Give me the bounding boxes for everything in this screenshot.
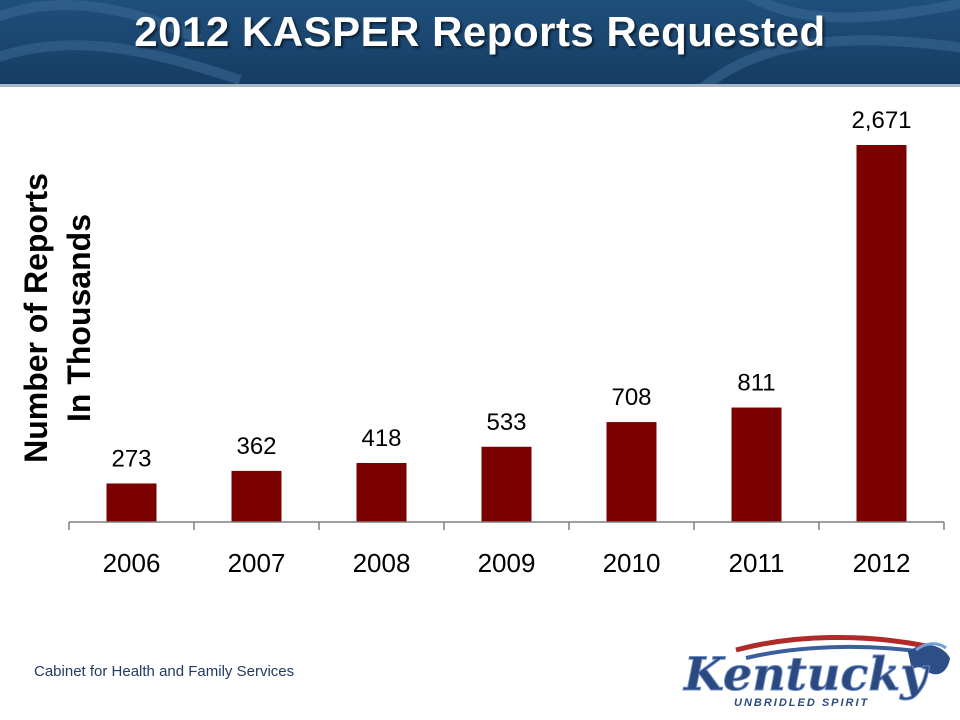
data-label-2009: 533	[486, 409, 526, 436]
logo-tagline: UNBRIDLED SPIRIT	[734, 697, 869, 709]
data-label-2010: 708	[611, 384, 651, 411]
bar-2012	[856, 145, 907, 522]
kentucky-logo: Kentucky UNBRIDLED SPIRIT	[682, 634, 950, 709]
bar-2010	[606, 422, 657, 522]
bar-2006	[106, 483, 157, 522]
bars-group	[106, 145, 907, 522]
x-tick-label-2010: 2010	[603, 548, 661, 578]
x-tick-label-2012: 2012	[853, 548, 911, 578]
x-tick-label-2008: 2008	[353, 548, 411, 578]
bar-2008	[356, 463, 407, 522]
data-label-2007: 362	[236, 433, 276, 460]
y-axis-label-line-1: Number of Reports	[18, 173, 54, 463]
title-banner: 2012 KASPER Reports Requested	[0, 0, 960, 84]
x-axis	[68, 521, 945, 530]
data-label-2006: 273	[111, 445, 151, 472]
x-tick-label-2006: 2006	[103, 548, 161, 578]
y-axis-label-line-2: In Thousands	[61, 214, 97, 422]
data-label-2011: 811	[737, 370, 775, 397]
x-tick-label-2007: 2007	[228, 548, 286, 578]
logo-swoosh-red	[735, 634, 927, 653]
x-tick-label-2009: 2009	[478, 548, 536, 578]
bar-2009	[481, 446, 532, 522]
data-label-2008: 418	[361, 425, 401, 452]
logo-wordmark: Kentucky	[682, 647, 930, 701]
data-labels-group: 273 362 418 533 708 811 2,671	[111, 107, 911, 472]
bar-2011	[731, 407, 782, 522]
header-swirl-decoration	[0, 0, 960, 84]
x-tick-labels-group: 2006 2007 2008 2009 2010 2011 2012	[103, 548, 911, 578]
bar-2007	[231, 470, 282, 522]
x-tick-label-2011: 2011	[729, 548, 785, 578]
page-title: 2012 KASPER Reports Requested	[134, 8, 826, 55]
y-axis-label: Number of Reports In Thousands	[18, 173, 97, 463]
footer-org-text: Cabinet for Health and Family Services	[34, 663, 295, 680]
data-label-2012: 2,671	[851, 107, 911, 134]
horse-head-icon	[908, 642, 950, 675]
header-divider	[0, 84, 960, 87]
